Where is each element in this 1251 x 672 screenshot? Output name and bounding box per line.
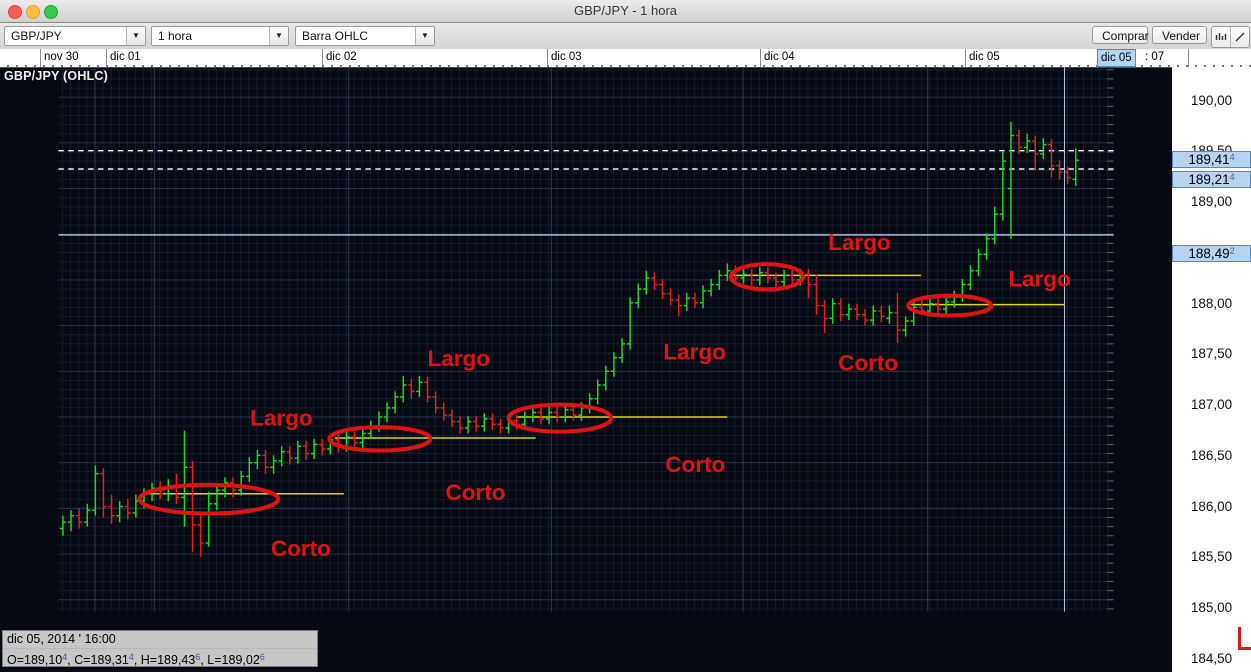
crosshair-ohlc: O=189,104, C=189,314, H=189,436, L=189,0… xyxy=(3,648,317,667)
chart-tools-group xyxy=(1211,26,1250,48)
time-axis-label: dic 05 xyxy=(969,51,1000,63)
price-axis[interactable]: 190,00189,50189,00188,50188,00187,50187,… xyxy=(1172,67,1251,672)
time-axis-divider xyxy=(760,49,761,67)
time-axis-label: dic 01 xyxy=(110,51,141,63)
price-axis-label: 185,00 xyxy=(1190,600,1233,615)
price-axis-label: 187,00 xyxy=(1190,397,1233,412)
time-axis-label: nov 30 xyxy=(44,51,79,63)
trade-annotation-text[interactable]: Corto xyxy=(838,350,898,375)
trade-annotation-text[interactable]: Largo xyxy=(828,230,891,255)
annotation-ellipse[interactable] xyxy=(137,482,281,516)
price-axis-label: 188,00 xyxy=(1190,295,1233,311)
price-axis-label: 187,50 xyxy=(1190,346,1233,362)
window-title: GBP/JPY - 1 hora xyxy=(573,3,678,18)
time-axis-label: dic 04 xyxy=(764,51,795,63)
time-axis-divider xyxy=(322,49,323,67)
chevron-down-icon[interactable]: ▼ xyxy=(415,27,434,45)
symbol-select[interactable]: GBP/JPY ▼ xyxy=(4,26,146,46)
price-highlight-label: 189,214 xyxy=(1172,171,1251,189)
trade-annotation-text[interactable]: Largo xyxy=(663,340,726,365)
price-axis-label: 189,00 xyxy=(1190,194,1233,209)
time-axis-divider xyxy=(1188,49,1189,67)
annotation-ellipse[interactable] xyxy=(506,402,614,434)
price-axis-label: 185,50 xyxy=(1190,549,1233,565)
minimize-window-button[interactable] xyxy=(26,5,40,19)
annotation-ellipse[interactable] xyxy=(728,262,805,292)
time-axis-divider xyxy=(40,49,41,67)
time-axis[interactable]: nov 30 dic 01 dic 02 dic 03 dic 04 dic 05 dic … xyxy=(0,49,1251,68)
close-window-button[interactable] xyxy=(8,5,22,19)
chevron-down-icon[interactable]: ▼ xyxy=(126,27,145,45)
time-axis-divider xyxy=(106,49,107,67)
price-highlight-label: 188,492 xyxy=(1172,244,1251,262)
trade-annotation-text[interactable]: Corto xyxy=(665,452,725,477)
annotation-ellipse[interactable] xyxy=(327,425,433,453)
trade-annotation-text[interactable]: Largo xyxy=(250,405,313,430)
crosshair-date: dic 05, 2014 ' 16:00 xyxy=(7,632,116,646)
trade-annotation-text[interactable]: Corto xyxy=(446,480,506,505)
time-axis-divider xyxy=(965,49,966,67)
price-axis-label: 184,50 xyxy=(1190,650,1233,666)
volume-bars-icon[interactable] xyxy=(1212,27,1230,47)
price-axis-label: 186,50 xyxy=(1190,447,1233,463)
timeframe-select[interactable]: 1 hora ▼ xyxy=(151,26,289,46)
trade-annotation-text[interactable]: Corto xyxy=(271,536,331,561)
time-axis-label: dic 02 xyxy=(326,51,357,63)
price-axis-label: 186,00 xyxy=(1190,498,1233,514)
titlebar: GBP/JPY - 1 hora xyxy=(0,0,1251,23)
time-axis-label: dic 03 xyxy=(551,51,582,63)
price-chart[interactable]: Largo Corto Largo Corto Largo Corto Largo Corto… xyxy=(0,67,1172,672)
crosshair-time-label: dic 05 xyxy=(1097,49,1136,67)
timeframe-select-value: 1 hora xyxy=(158,29,193,43)
trade-annotation-text[interactable]: Largo xyxy=(428,346,491,371)
time-axis-divider xyxy=(547,49,548,67)
time-axis-ticks xyxy=(0,65,1251,67)
price-axis-label: 190,00 xyxy=(1190,92,1233,108)
symbol-select-value: GBP/JPY xyxy=(11,29,62,43)
price-highlight-label: 189,414 xyxy=(1172,150,1251,168)
chevron-down-icon[interactable]: ▼ xyxy=(269,27,288,45)
crosshair-info-box: dic 05, 2014 ' 16:00 O=189,104, C=189,31… xyxy=(2,630,318,667)
red-corner-mark xyxy=(1238,627,1251,650)
chart-type-select[interactable]: Barra OHLC ▼ xyxy=(295,26,435,46)
draw-line-icon[interactable] xyxy=(1230,27,1249,47)
toolbar: GBP/JPY ▼ 1 hora ▼ Barra OHLC ▼ Comprar … xyxy=(0,23,1251,50)
chart-type-select-value: Barra OHLC xyxy=(302,29,369,43)
sell-button[interactable]: Vender xyxy=(1152,26,1207,44)
crosshair-time-suffix: : 07 xyxy=(1145,51,1165,63)
annotation-ellipse[interactable] xyxy=(906,293,994,318)
zoom-window-button[interactable] xyxy=(44,5,58,19)
chart-series-label: GBP/JPY (OHLC) xyxy=(4,69,108,83)
trade-annotation-text[interactable]: Largo xyxy=(1008,267,1071,292)
buy-button[interactable]: Comprar xyxy=(1092,26,1149,44)
